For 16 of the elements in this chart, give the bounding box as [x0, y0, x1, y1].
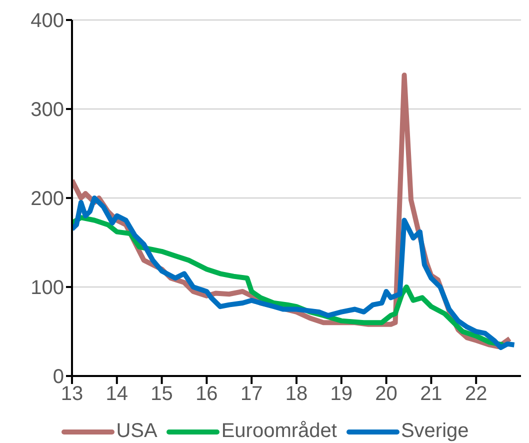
y-tick-label: 300	[30, 99, 64, 122]
legend-label: Euroområdet	[221, 420, 337, 443]
legend-label: USA	[116, 420, 158, 443]
x-tick-label: 17	[240, 383, 263, 406]
y-tick-label: 100	[30, 277, 64, 300]
legend-label: Sverige	[400, 420, 469, 443]
x-tick-label: 21	[420, 383, 442, 406]
x-tick-label: 14	[106, 383, 128, 406]
x-tick-label: 16	[196, 383, 218, 406]
y-tick-label: 400	[30, 10, 64, 32]
x-tick-label: 18	[285, 383, 308, 406]
x-tick-label: 20	[375, 383, 398, 406]
x-tick-label: 15	[150, 383, 173, 406]
x-tick-label: 19	[330, 383, 353, 406]
x-tick-label: 22	[464, 383, 488, 406]
y-tick-label: 200	[30, 188, 64, 210]
